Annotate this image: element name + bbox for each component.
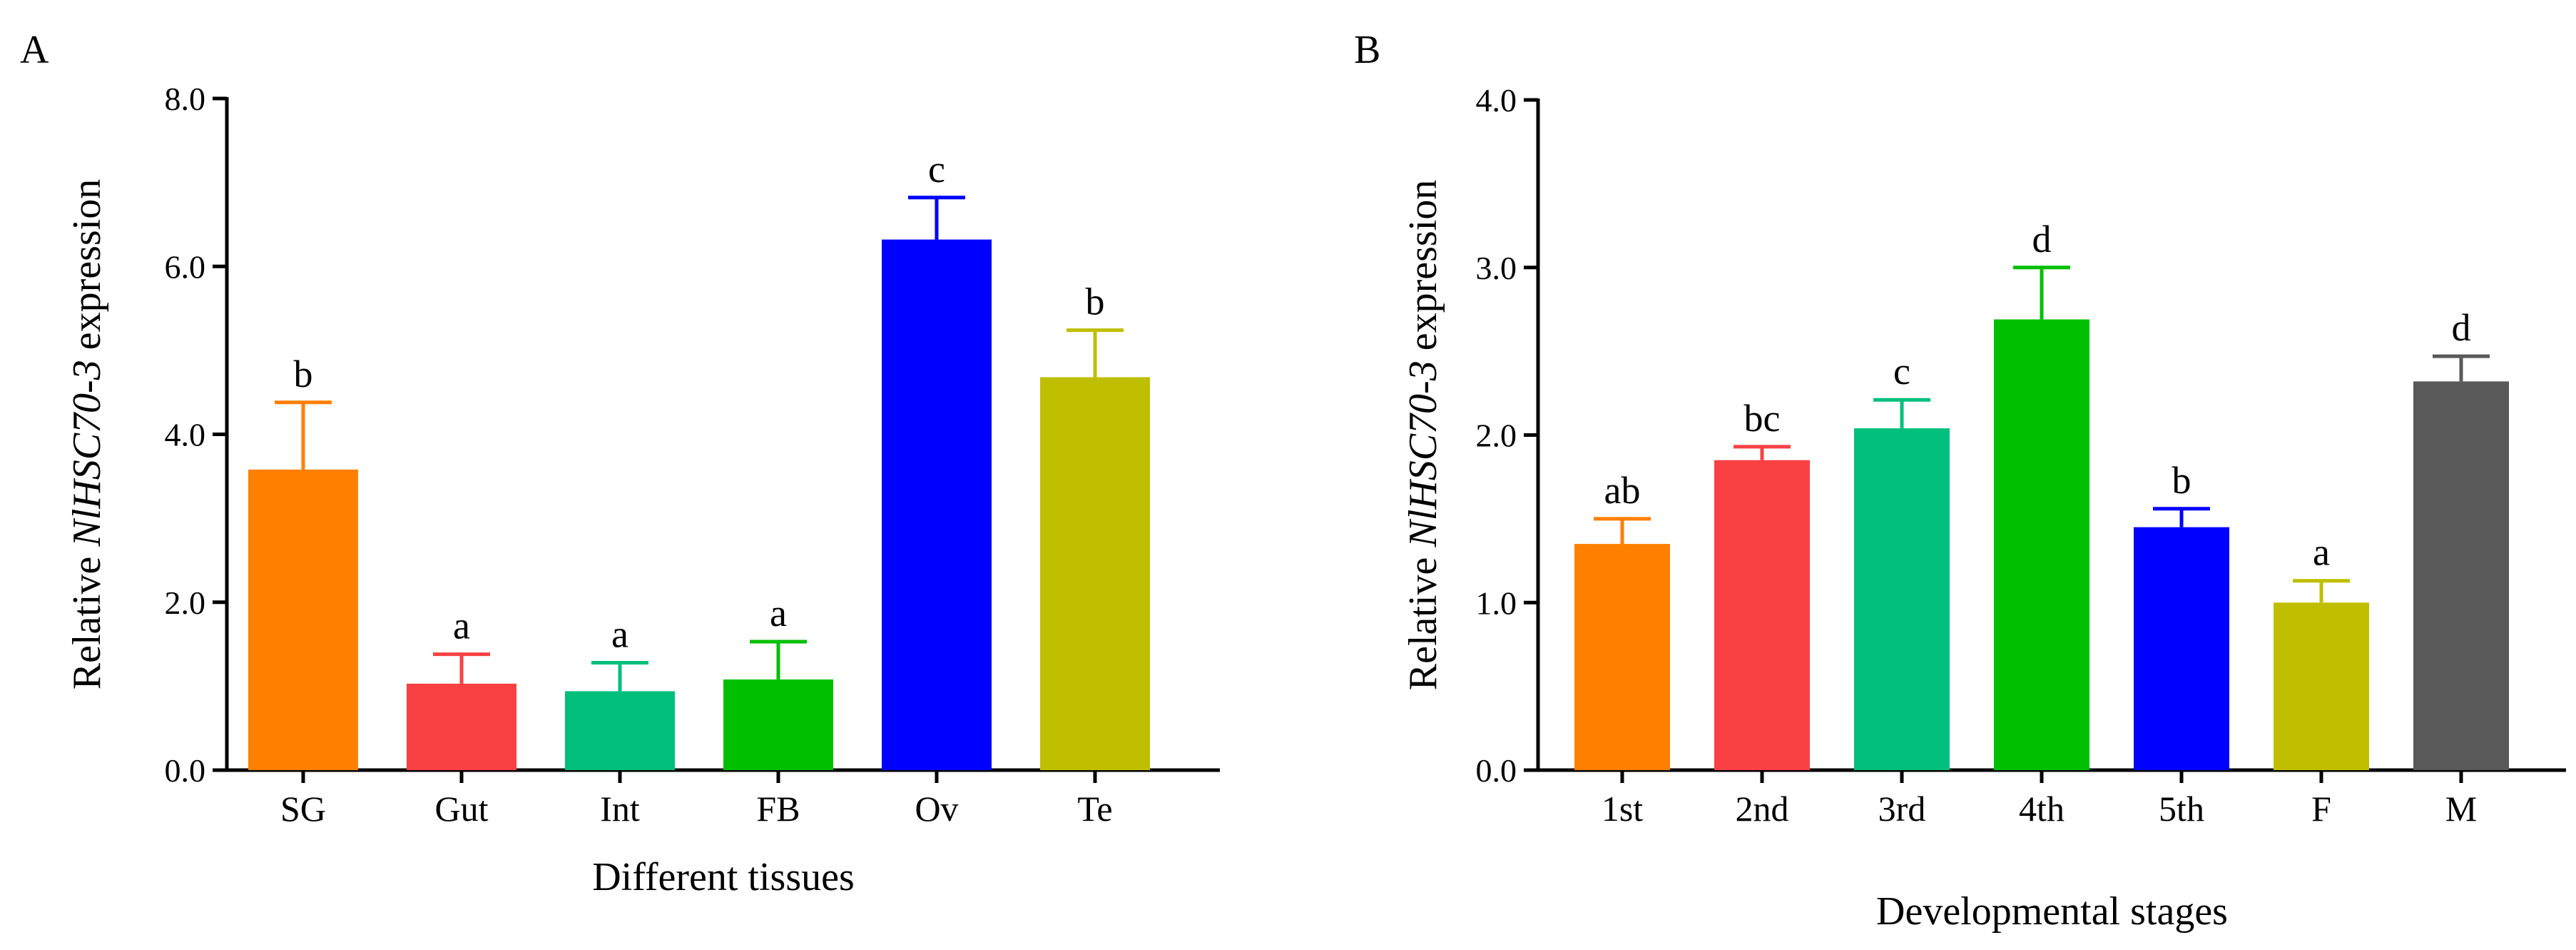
x-tick-label: SG	[280, 789, 326, 829]
x-tick-label: F	[2311, 789, 2331, 829]
y-tick-label: 2.0	[1476, 418, 1517, 454]
panel-b-chart: B 0.0 1.0 2.0 3.0 4.0 ab 1st bc 2nd c 3rd d 4th b 5th a F…	[1354, 28, 2566, 934]
x-tick-label: 5th	[2159, 789, 2204, 829]
significance-label: a	[453, 605, 470, 647]
y-tick-label: 1.0	[1476, 585, 1517, 621]
y-tick-label: 6.0	[165, 248, 206, 285]
x-tick-label: M	[2445, 789, 2477, 829]
y-axis-title-gene: NlHSC70-3	[65, 360, 109, 547]
y-axis-title-prefix: Relative	[65, 547, 109, 690]
x-tick-label: Ov	[915, 789, 958, 829]
bar	[1574, 544, 1670, 770]
y-axis-title-suffix: expression	[65, 179, 109, 360]
panel-a-chart: A 0.0 2.0 4.0 6.0 8.0 b SG a Gut a Int a FB c Ov b Te Diff…	[20, 28, 1220, 899]
y-axis-title-suffix: expression	[1401, 180, 1445, 361]
x-tick-label: Int	[600, 789, 640, 829]
y-tick-label: 8.0	[165, 81, 206, 117]
significance-label: b	[1086, 281, 1105, 323]
x-tick-label: 3rd	[1878, 789, 1926, 829]
y-tick-label: 0.0	[1476, 752, 1517, 789]
x-tick-label: Te	[1077, 789, 1112, 829]
bar	[882, 239, 992, 770]
x-tick-label: Gut	[435, 789, 489, 829]
significance-label: a	[2313, 531, 2330, 574]
bar	[1994, 319, 2089, 771]
y-tick-label: 0.0	[165, 752, 206, 789]
y-axis-title-prefix: Relative	[1401, 547, 1445, 691]
y-axis-title: Relative NlHSC70-3 expression	[1401, 180, 1445, 690]
bar	[2274, 602, 2369, 770]
y-axis-title: Relative NlHSC70-3 expression	[65, 179, 109, 689]
bar	[2134, 527, 2229, 770]
x-axis-title: Different tissues	[592, 855, 855, 899]
significance-label: bc	[1744, 397, 1781, 440]
x-tick-label: 2nd	[1736, 789, 1789, 829]
significance-label: d	[2452, 306, 2471, 349]
x-tick-label: 1st	[1602, 789, 1643, 829]
significance-label: a	[611, 612, 628, 655]
y-tick-label: 2.0	[165, 585, 206, 621]
bar	[565, 691, 675, 770]
x-axis-title: Developmental stages	[1876, 889, 2228, 934]
y-tick-label: 4.0	[1476, 82, 1517, 118]
x-tick-label: 4th	[2019, 789, 2065, 829]
significance-label: b	[294, 353, 313, 395]
panel-letter: A	[20, 28, 49, 72]
significance-label: b	[2172, 459, 2191, 502]
bar	[407, 683, 516, 770]
significance-label: a	[770, 592, 787, 635]
bar	[1040, 377, 1150, 770]
significance-label: c	[928, 148, 945, 191]
significance-label: c	[1893, 350, 1910, 393]
bar	[2413, 381, 2509, 770]
bar	[723, 679, 833, 770]
significance-label: ab	[1604, 469, 1641, 512]
significance-label: d	[2032, 218, 2052, 261]
bar	[1714, 460, 1810, 770]
y-tick-label: 3.0	[1476, 250, 1517, 286]
panel-letter: B	[1354, 28, 1380, 72]
x-tick-label: FB	[756, 789, 800, 829]
bar	[248, 469, 358, 770]
bar	[1854, 428, 1950, 770]
y-tick-label: 4.0	[165, 417, 206, 453]
y-axis-title-gene: NlHSC70-3	[1401, 360, 1445, 547]
